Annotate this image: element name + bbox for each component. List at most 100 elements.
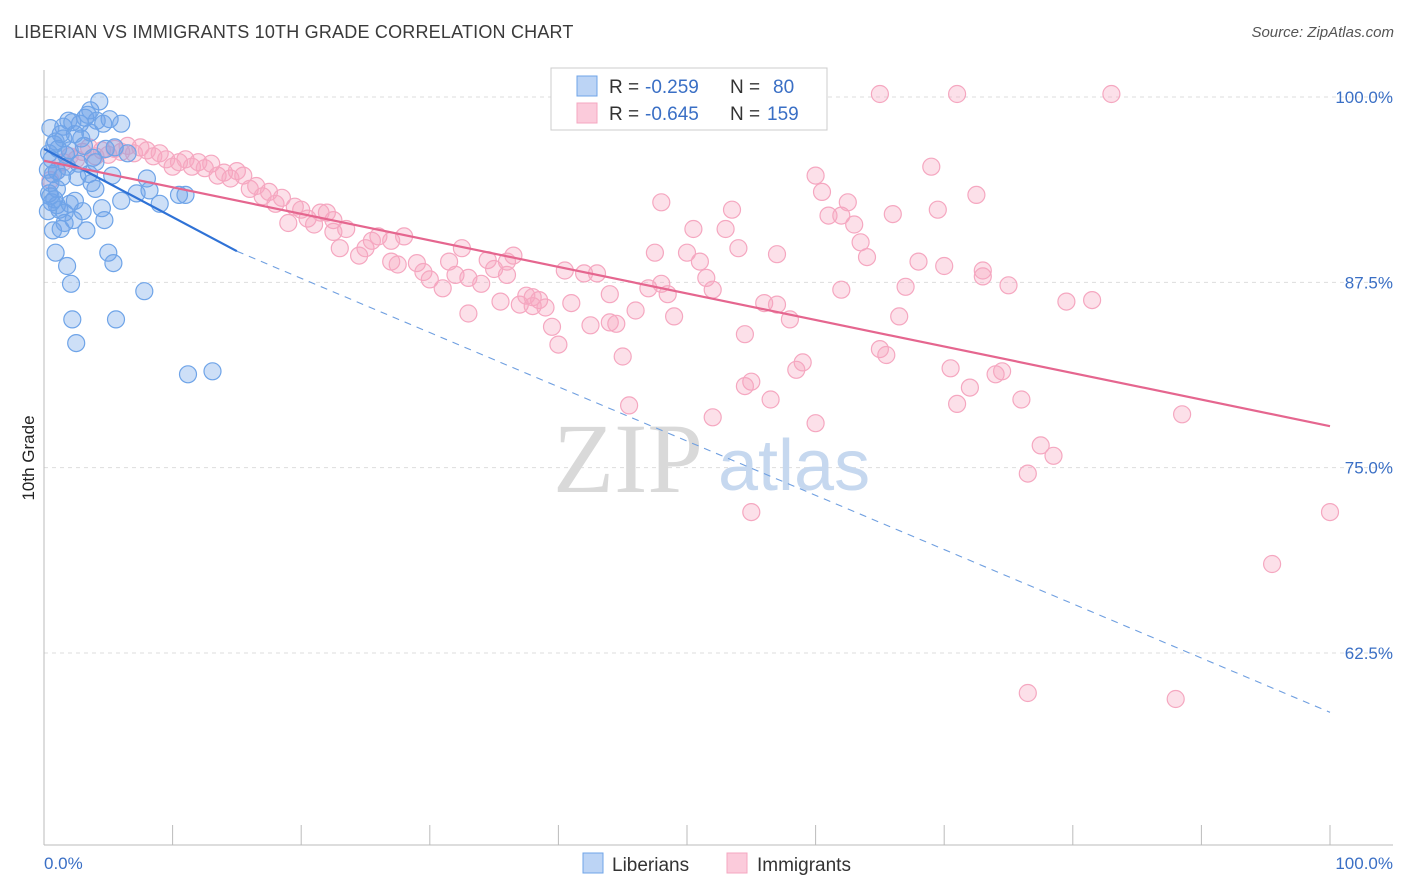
liberians-point-73 (81, 123, 100, 142)
immigrants-point-57 (433, 279, 452, 298)
immigrants-point-45 (330, 239, 349, 258)
bottom-legend-label-immigrants: Immigrants (757, 855, 851, 876)
liberians-point-72 (47, 179, 67, 198)
legend-r-value-2: -0.645 (645, 104, 699, 125)
immigrants-point-131 (1018, 464, 1037, 483)
immigrants-point-97 (729, 239, 748, 258)
immigrants-point-132 (1031, 436, 1050, 455)
liberians-point-62 (51, 125, 70, 144)
immigrants-point-150 (382, 231, 401, 250)
legend-swatch-immigrants (576, 102, 598, 124)
x-tick-label-right: 100.0% (1335, 854, 1393, 873)
legend-n-value-2: 159 (767, 104, 799, 125)
immigrants-point-124 (960, 378, 980, 397)
immigrants-point-111 (845, 215, 864, 234)
y-tick-label-1: 87.5% (1345, 273, 1393, 292)
liberians-point-23 (104, 254, 123, 273)
liberians-point-35 (112, 114, 131, 133)
immigrants-point-117 (896, 277, 915, 296)
immigrants-point-118 (909, 252, 928, 271)
liberians-point-59 (63, 113, 82, 132)
immigrants-point-151 (324, 222, 343, 241)
immigrants-point-92 (690, 252, 710, 271)
trend-lines (43, 147, 1331, 713)
liberians-point-75 (55, 203, 74, 222)
immigrants-point-119 (922, 157, 941, 176)
immigrants-point-105 (793, 353, 812, 372)
watermark-zip: ZIP (553, 403, 703, 514)
immigrants-point-121 (935, 256, 954, 276)
liberians-point-76 (96, 139, 115, 158)
immigrants-point-130 (1012, 390, 1031, 409)
immigrants-point-43 (317, 203, 336, 222)
immigrants-point-84 (626, 301, 645, 320)
immigrants-point-78 (581, 316, 600, 335)
immigrants-point-147 (973, 267, 992, 286)
liberians-point-32 (90, 92, 109, 111)
legend-n-label-2: N = (730, 104, 760, 125)
liberians-point-54 (106, 310, 126, 329)
immigrants-point-145 (735, 377, 755, 396)
immigrants-point-148 (806, 414, 825, 433)
immigrants-point-155 (851, 233, 870, 252)
immigrants-point-47 (350, 246, 369, 265)
liberians-point-20 (92, 199, 112, 218)
legend: R = -0.259 N = 80 R = -0.645 N = 159 (550, 67, 828, 131)
legend-r-label-2: R = (609, 104, 639, 125)
liberians-point-51 (169, 185, 189, 204)
immigrants-point-139 (1172, 405, 1192, 424)
liberians-point-64 (72, 129, 91, 148)
immigrants-point-129 (999, 276, 1018, 295)
immigrants-point-110 (838, 193, 857, 212)
immigrants-point-83 (619, 396, 639, 415)
immigrants-point-120 (928, 200, 947, 219)
immigrants-point-141 (1320, 502, 1340, 522)
immigrants-point-96 (722, 200, 742, 219)
liberians-point-22 (99, 243, 118, 262)
liberians-point-50 (137, 169, 156, 188)
immigrants-point-126 (973, 261, 992, 280)
immigrants-point-95 (716, 219, 735, 239)
bottom-legend-swatch-immigrants (726, 852, 748, 874)
legend-n-label-1: N = (730, 77, 760, 98)
immigrants-point-138 (1102, 84, 1121, 104)
immigrants-point-62 (472, 274, 491, 293)
liberians-point-61 (94, 114, 113, 133)
liberians-trend-solid (43, 147, 238, 253)
immigrants-point-143 (1166, 689, 1185, 709)
liberians-point-12 (61, 274, 81, 293)
immigrants-point-123 (947, 394, 967, 413)
liberians-point-21 (95, 211, 114, 230)
liberians-point-14 (63, 310, 82, 329)
immigrants-point-122 (941, 359, 960, 378)
immigrants-point-142 (1018, 683, 1037, 703)
liberians-point-68 (43, 165, 63, 184)
immigrants-point-52 (388, 255, 407, 274)
y-axis-label: 10th Grade (19, 415, 38, 500)
watermark: ZIP atlas (553, 403, 870, 514)
watermark-atlas: atlas (718, 426, 870, 506)
liberians-point-58 (54, 117, 73, 136)
immigrants-point-144 (742, 502, 761, 522)
immigrants-point-146 (832, 280, 851, 299)
series-immigrants (41, 84, 1340, 709)
immigrants-point-81 (607, 314, 626, 333)
immigrants-point-135 (1082, 291, 1102, 310)
legend-n-value-1: 80 (773, 77, 794, 98)
immigrants-point-74 (549, 335, 568, 354)
immigrants-point-93 (697, 268, 716, 287)
liberians-point-55 (178, 365, 198, 384)
bottom-legend-swatch-liberians (582, 852, 604, 874)
immigrants-point-128 (992, 362, 1012, 381)
x-tick-label-left: 0.0% (44, 854, 83, 873)
immigrants-point-76 (562, 294, 581, 313)
immigrants-point-90 (677, 243, 697, 262)
legend-swatch-liberians (576, 75, 598, 97)
immigrants-point-91 (684, 219, 703, 239)
immigrants-point-36 (272, 188, 291, 207)
immigrants-point-101 (761, 390, 780, 409)
liberians-point-78 (41, 187, 60, 206)
series-liberians (38, 92, 222, 384)
immigrants-trend (43, 159, 1331, 428)
